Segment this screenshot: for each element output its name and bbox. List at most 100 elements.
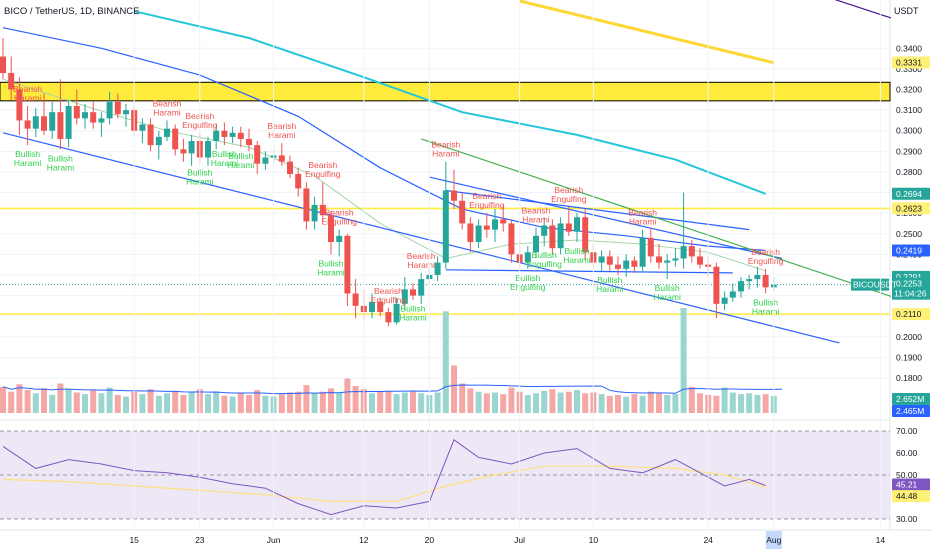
candle-body (155, 136, 162, 146)
price-tick-label: 0.3300 (896, 64, 922, 74)
candle-body (434, 262, 441, 275)
volume-bar (672, 394, 679, 413)
candle-body (82, 112, 88, 119)
candle-body (205, 141, 211, 158)
candle-body (664, 260, 671, 263)
volume-bar (721, 387, 728, 413)
volume-bar (328, 388, 334, 413)
rsi-ma-value-tag-bg (892, 490, 930, 503)
pattern-label: Bearish Engulfing (371, 286, 407, 305)
candle-body (565, 223, 572, 232)
price-tick-label: 0.3400 (896, 43, 922, 53)
candle-body (483, 225, 490, 230)
price-tick-label: 0.1900 (896, 352, 922, 362)
pattern-label-line: Harami (653, 292, 681, 302)
volume-bar (631, 394, 638, 413)
volume-bar (16, 384, 23, 413)
volume-bar (647, 391, 654, 413)
pattern-label-line: Harami (752, 307, 780, 317)
symbol-title[interactable]: BICO / TetherUS, 1D, BINANCE (4, 6, 140, 17)
pattern-label: Bearish Harami (628, 208, 657, 227)
volume-bar (533, 393, 539, 413)
volume-bar (73, 392, 80, 413)
candle-body (90, 112, 97, 123)
volume-bar (492, 392, 498, 413)
candle-body (647, 237, 654, 257)
pattern-label-line: Engulfing (305, 169, 341, 179)
candle-body (377, 301, 384, 313)
last-price-value: 0.2253 (896, 279, 922, 289)
candle-body (606, 256, 613, 265)
candle-body (401, 289, 408, 304)
price-tick-label: 0.1800 (896, 373, 922, 383)
volume-bar (344, 378, 351, 413)
pattern-label-line: Engulfing (526, 259, 562, 269)
volume-bar (123, 396, 129, 413)
volume-bar (762, 394, 769, 413)
candle-body (16, 89, 23, 121)
volume-bar (385, 390, 392, 413)
volume-bar (106, 387, 113, 413)
volume-bar (541, 390, 548, 413)
pattern-label-line: Harami (629, 217, 657, 227)
volume-tag-bg (892, 393, 930, 405)
time-tick-label: 12 (359, 535, 369, 545)
volume-bar (336, 392, 343, 413)
volume-bar (656, 393, 662, 413)
candle-body (557, 223, 564, 249)
candle-body (541, 225, 548, 236)
candle-body (713, 266, 720, 304)
pattern-label-line: Harami (522, 215, 550, 225)
volume-bar (229, 396, 236, 413)
pattern-label-line: Bearish (325, 208, 354, 218)
volume-bar (549, 389, 556, 413)
volume-bar (221, 395, 228, 413)
candle-body (114, 101, 121, 115)
volume-bar (524, 394, 531, 413)
price-tag-bg (892, 202, 930, 215)
pattern-label-line: Harami (227, 160, 255, 170)
candle-body (123, 110, 129, 115)
currency-label[interactable]: USDT (894, 6, 919, 16)
trend-yellow-line (519, 0, 775, 65)
pattern-label-line: Harami (399, 313, 427, 323)
pattern-label-line: Bullish (597, 275, 622, 285)
price-axis-bg (891, 0, 932, 530)
pattern-label-line: Bearish (374, 286, 403, 296)
volume-bar (254, 390, 261, 413)
pattern-label: Bullish Harami (563, 246, 591, 265)
candle-body (459, 200, 466, 224)
volume-bar (295, 391, 302, 413)
volume-bar (442, 311, 449, 413)
candle-body (672, 258, 679, 261)
candle-body (467, 223, 474, 242)
symbol-tag: BICOUSDT (853, 280, 897, 290)
candle-body (344, 235, 351, 294)
pattern-label: Bullish Harami (14, 149, 42, 168)
pattern-label-line: Harami (14, 93, 42, 103)
volume-bar (32, 393, 39, 413)
candle-body (631, 260, 638, 267)
volume-bar (41, 388, 47, 413)
pattern-label-line: Bullish (532, 250, 557, 260)
candle-body (213, 130, 220, 142)
candle-body (451, 190, 457, 201)
pattern-label-line: Bullish (48, 153, 73, 163)
pattern-label: Bullish Harami (317, 258, 345, 277)
price-axis[interactable]: 0.3400 0.3300 0.3200 0.3100 0.3000 0.2900 0.28… (851, 0, 932, 530)
volume-bar (738, 394, 744, 413)
price-tag: 0.2419 (896, 245, 922, 255)
pattern-label-line: Engulfing (371, 295, 407, 305)
price-tag-bg (892, 244, 930, 257)
candle-body (65, 106, 72, 139)
candle-body (246, 138, 252, 146)
pattern-label-line: Bearish (153, 98, 182, 108)
sma-slow-line (133, 10, 766, 195)
candle-body (762, 274, 769, 288)
candle-body (393, 303, 400, 323)
volume-bar (246, 394, 252, 413)
volume-bar (98, 393, 105, 413)
